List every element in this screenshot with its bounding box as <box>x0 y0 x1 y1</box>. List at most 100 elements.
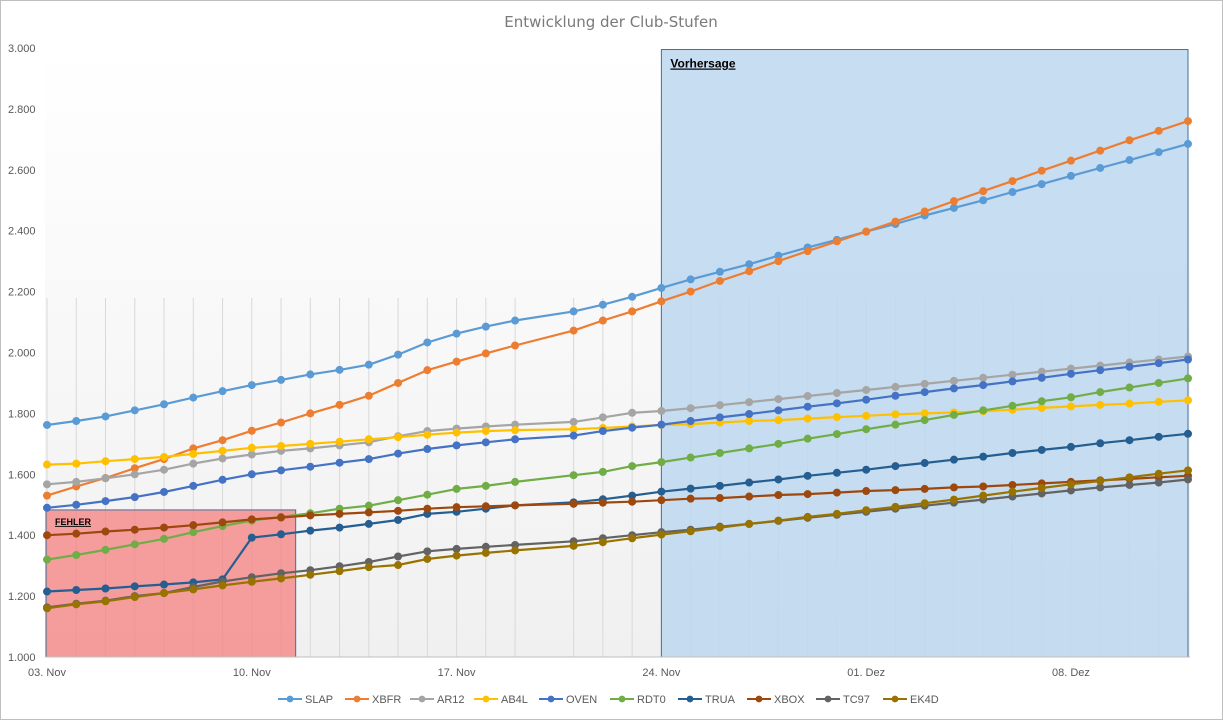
legend-item-ab4l[interactable]: AB4L <box>474 694 528 706</box>
data-point[interactable] <box>1125 383 1134 392</box>
data-point[interactable] <box>628 292 637 301</box>
data-point[interactable] <box>1184 355 1193 364</box>
data-point[interactable] <box>1037 166 1046 175</box>
data-point[interactable] <box>364 508 373 517</box>
data-point[interactable] <box>101 497 110 506</box>
data-point[interactable] <box>481 349 490 358</box>
data-point[interactable] <box>745 410 754 419</box>
data-point[interactable] <box>803 471 812 480</box>
data-point[interactable] <box>1184 466 1193 475</box>
data-point[interactable] <box>306 370 315 379</box>
data-point[interactable] <box>1037 180 1046 189</box>
data-point[interactable] <box>130 493 139 502</box>
data-point[interactable] <box>1066 442 1075 451</box>
legend-item-ek4d[interactable]: EK4D <box>883 694 939 706</box>
data-point[interactable] <box>1184 374 1193 383</box>
data-point[interactable] <box>72 529 81 538</box>
data-point[interactable] <box>628 534 637 543</box>
data-point[interactable] <box>1154 126 1163 135</box>
data-point[interactable] <box>628 423 637 432</box>
data-point[interactable] <box>423 445 432 454</box>
data-point[interactable] <box>891 420 900 429</box>
data-point[interactable] <box>745 267 754 276</box>
data-point[interactable] <box>43 587 52 596</box>
data-point[interactable] <box>862 425 871 434</box>
data-point[interactable] <box>1184 117 1193 126</box>
data-point[interactable] <box>218 454 227 463</box>
data-point[interactable] <box>481 502 490 511</box>
data-point[interactable] <box>1096 163 1105 172</box>
data-point[interactable] <box>394 496 403 505</box>
data-point[interactable] <box>1096 400 1105 409</box>
data-point[interactable] <box>1066 402 1075 411</box>
data-point[interactable] <box>335 509 344 518</box>
data-point[interactable] <box>862 395 871 404</box>
data-point[interactable] <box>1008 188 1017 197</box>
data-point[interactable] <box>628 408 637 417</box>
data-point[interactable] <box>1184 429 1193 438</box>
data-point[interactable] <box>598 413 607 422</box>
data-point[interactable] <box>715 413 724 422</box>
data-point[interactable] <box>72 459 81 468</box>
data-point[interactable] <box>949 483 958 492</box>
data-point[interactable] <box>979 482 988 491</box>
data-point[interactable] <box>598 300 607 309</box>
data-point[interactable] <box>1037 373 1046 382</box>
data-point[interactable] <box>43 460 52 469</box>
data-point[interactable] <box>979 381 988 390</box>
data-point[interactable] <box>803 434 812 443</box>
data-point[interactable] <box>160 523 169 532</box>
data-point[interactable] <box>130 593 139 602</box>
data-point[interactable] <box>949 495 958 504</box>
data-point[interactable] <box>891 391 900 400</box>
data-point[interactable] <box>481 427 490 436</box>
data-point[interactable] <box>920 388 929 397</box>
data-point[interactable] <box>1154 478 1163 487</box>
data-point[interactable] <box>628 462 637 471</box>
data-point[interactable] <box>364 455 373 464</box>
data-point[interactable] <box>862 487 871 496</box>
data-point[interactable] <box>72 417 81 426</box>
data-point[interactable] <box>481 438 490 447</box>
data-point[interactable] <box>657 297 666 306</box>
data-point[interactable] <box>130 525 139 534</box>
data-point[interactable] <box>686 484 695 493</box>
data-point[interactable] <box>1125 156 1134 165</box>
data-point[interactable] <box>979 452 988 461</box>
data-point[interactable] <box>1066 480 1075 489</box>
data-point[interactable] <box>306 462 315 471</box>
data-point[interactable] <box>394 433 403 442</box>
data-point[interactable] <box>686 494 695 503</box>
data-point[interactable] <box>774 395 783 404</box>
data-point[interactable] <box>949 197 958 206</box>
data-point[interactable] <box>511 341 520 350</box>
data-point[interactable] <box>979 373 988 382</box>
data-point[interactable] <box>774 491 783 500</box>
data-point[interactable] <box>832 413 841 422</box>
data-point[interactable] <box>832 388 841 397</box>
data-point[interactable] <box>949 376 958 385</box>
data-point[interactable] <box>686 275 695 284</box>
data-point[interactable] <box>160 580 169 589</box>
data-point[interactable] <box>160 589 169 598</box>
data-point[interactable] <box>1066 171 1075 180</box>
data-point[interactable] <box>43 491 52 500</box>
data-point[interactable] <box>832 237 841 246</box>
data-point[interactable] <box>247 450 256 459</box>
data-point[interactable] <box>277 466 286 475</box>
data-point[interactable] <box>394 515 403 524</box>
data-point[interactable] <box>335 437 344 446</box>
data-point[interactable] <box>832 399 841 408</box>
data-point[interactable] <box>745 398 754 407</box>
data-point[interactable] <box>130 470 139 479</box>
data-point[interactable] <box>1066 369 1075 378</box>
data-point[interactable] <box>1125 480 1134 489</box>
data-point[interactable] <box>628 497 637 506</box>
data-point[interactable] <box>72 600 81 609</box>
data-point[interactable] <box>774 257 783 266</box>
data-point[interactable] <box>657 283 666 292</box>
data-point[interactable] <box>569 326 578 335</box>
data-point[interactable] <box>569 471 578 480</box>
legend-item-slap[interactable]: SLAP <box>278 694 333 706</box>
data-point[interactable] <box>130 582 139 591</box>
